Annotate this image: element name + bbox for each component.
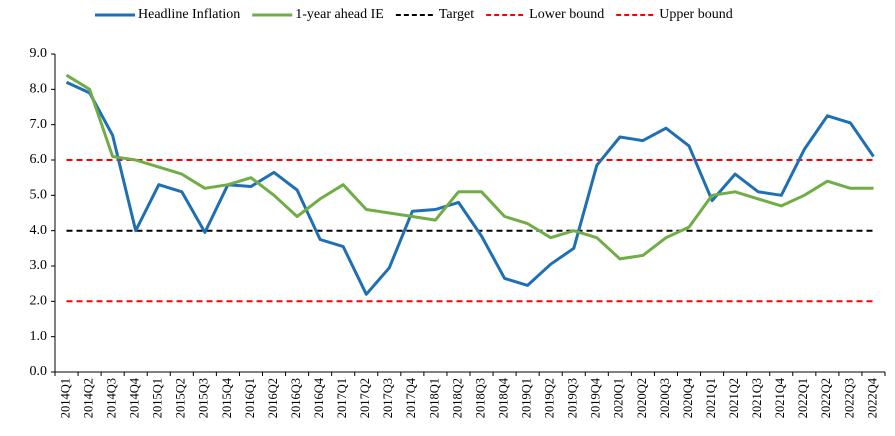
- x-tick-label: 2015Q4: [220, 377, 234, 418]
- x-tick-label: 2022Q4: [865, 377, 879, 418]
- series-line: [65, 73, 874, 261]
- y-tick-label: 0.0: [30, 364, 48, 379]
- x-tick-label: 2018Q4: [496, 377, 510, 418]
- x-tick-label: 2015Q2: [174, 378, 188, 418]
- x-tick-label: 2020Q1: [612, 378, 626, 418]
- y-tick-label: 2.0: [30, 294, 48, 309]
- y-tick-label: 8.0: [30, 82, 48, 97]
- legend-label: Headline Inflation: [138, 7, 240, 22]
- x-tick-label: 2019Q2: [543, 378, 557, 418]
- x-tick-label: 2014Q2: [81, 378, 95, 418]
- y-tick-label: 1.0: [30, 329, 48, 344]
- x-tick-label: 2016Q1: [243, 378, 257, 418]
- x-tick-label: 2017Q4: [404, 377, 418, 418]
- x-tick-label: 2017Q3: [381, 378, 395, 418]
- x-tick-label: 2021Q2: [727, 378, 741, 418]
- legend-label: Upper bound: [659, 7, 733, 22]
- x-tick-label: 2021Q4: [773, 377, 787, 418]
- x-tick-label: 2022Q2: [819, 378, 833, 418]
- y-tick-label: 6.0: [30, 152, 48, 167]
- x-tick-label: 2014Q4: [128, 377, 142, 418]
- x-tick-label: 2017Q1: [335, 378, 349, 418]
- x-tick-label: 2015Q1: [151, 378, 165, 418]
- x-tick-label: 2015Q3: [197, 378, 211, 418]
- y-tick-label: 3.0: [30, 258, 48, 273]
- x-tick-label: 2018Q1: [427, 378, 441, 418]
- y-tick-label: 5.0: [30, 188, 48, 203]
- y-tick-label: 9.0: [30, 46, 48, 61]
- x-tick-label: 2019Q3: [566, 378, 580, 418]
- legend-label: 1-year ahead IE: [295, 7, 384, 22]
- x-tick-label: 2022Q1: [796, 378, 810, 418]
- x-tick-label: 2020Q3: [658, 378, 672, 418]
- x-tick-label: 2018Q3: [473, 378, 487, 418]
- y-tick-label: 7.0: [30, 117, 48, 132]
- series-line: [65, 80, 875, 296]
- x-tick-label: 2014Q1: [58, 378, 72, 418]
- x-tick-label: 2018Q2: [450, 378, 464, 418]
- legend-label: Target: [439, 7, 474, 22]
- x-tick-label: 2019Q4: [589, 377, 603, 418]
- y-tick-label: 4.0: [30, 223, 48, 238]
- x-tick-label: 2017Q2: [358, 378, 372, 418]
- legend-label: Lower bound: [529, 7, 604, 22]
- x-tick-label: 2019Q1: [520, 378, 534, 418]
- x-tick-label: 2014Q3: [105, 378, 119, 418]
- x-tick-label: 2016Q4: [312, 377, 326, 418]
- x-tick-label: 2021Q3: [750, 378, 764, 418]
- x-tick-label: 2020Q4: [681, 377, 695, 418]
- x-tick-label: 2021Q1: [704, 378, 718, 418]
- x-tick-label: 2020Q2: [635, 378, 649, 418]
- x-tick-label: 2022Q3: [842, 378, 856, 418]
- x-tick-label: 2016Q2: [266, 378, 280, 418]
- x-tick-label: 2016Q3: [289, 378, 303, 418]
